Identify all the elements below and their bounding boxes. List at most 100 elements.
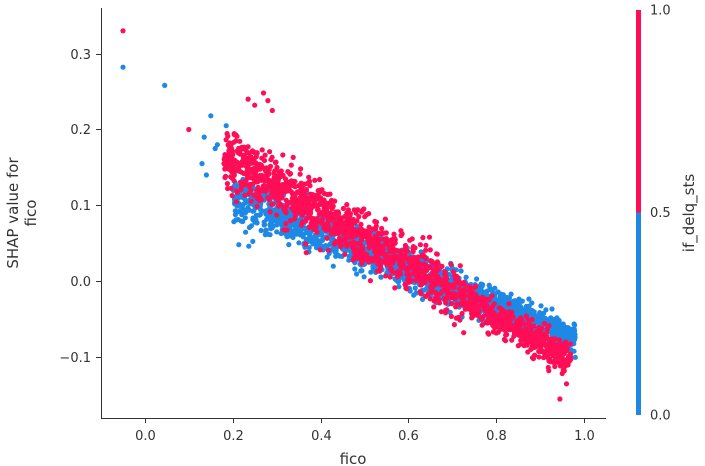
- data-point: [287, 218, 293, 224]
- data-point: [225, 185, 231, 192]
- data-point: [302, 192, 308, 198]
- data-point: [451, 322, 457, 328]
- data-point: [278, 173, 284, 179]
- data-point: [481, 313, 487, 319]
- data-point: [226, 148, 232, 154]
- data-point: [271, 207, 277, 213]
- data-point: [227, 161, 233, 167]
- data-point: [542, 315, 548, 321]
- data-point: [310, 241, 316, 247]
- data-point: [421, 271, 427, 277]
- data-point: [358, 227, 364, 233]
- data-point: [270, 201, 276, 207]
- data-point: [402, 253, 408, 259]
- data-point: [246, 190, 252, 196]
- colorbar-tick-label: 0.0: [650, 409, 671, 424]
- data-point: [352, 232, 358, 238]
- data-point: [444, 307, 450, 313]
- data-point: [539, 340, 545, 347]
- data-point: [247, 166, 253, 172]
- data-point: [536, 329, 542, 335]
- data-point: [273, 173, 279, 179]
- data-point: [495, 289, 501, 295]
- data-point: [199, 161, 205, 167]
- data-point: [568, 341, 574, 347]
- data-point: [298, 198, 304, 204]
- data-point: [325, 213, 331, 219]
- y-axis-title-line-2: fico: [22, 200, 40, 227]
- data-point: [321, 191, 327, 197]
- data-point: [458, 289, 464, 295]
- data-point: [352, 219, 358, 225]
- data-point: [450, 290, 456, 296]
- data-point: [462, 293, 468, 299]
- data-point: [294, 189, 301, 195]
- data-point: [468, 298, 474, 304]
- data-point: [284, 201, 290, 207]
- data-point: [532, 336, 538, 342]
- data-point: [551, 332, 557, 338]
- data-point: [286, 242, 292, 248]
- data-point: [348, 219, 354, 225]
- data-point: [434, 294, 440, 300]
- data-point: [559, 324, 565, 330]
- data-point: [270, 193, 276, 199]
- data-point: [413, 277, 419, 284]
- data-point: [296, 240, 302, 246]
- data-point: [265, 98, 271, 104]
- data-point: [277, 191, 283, 197]
- data-point: [257, 211, 263, 218]
- data-point: [417, 242, 423, 248]
- data-point: [540, 348, 546, 354]
- data-point: [357, 241, 363, 247]
- data-point: [223, 137, 229, 143]
- data-point: [363, 212, 370, 218]
- data-point: [368, 269, 374, 275]
- data-point: [269, 107, 275, 114]
- x-tick-label: 0.0: [135, 429, 156, 444]
- data-point: [359, 235, 365, 241]
- colorbar-tick-label: 0.5: [650, 206, 671, 221]
- data-point: [338, 215, 345, 222]
- data-point: [466, 302, 472, 308]
- data-point: [294, 231, 300, 237]
- data-point: [338, 243, 344, 249]
- data-point: [298, 232, 304, 238]
- data-point: [492, 285, 498, 291]
- data-point: [383, 273, 389, 279]
- data-point: [402, 264, 408, 271]
- data-point: [236, 168, 242, 174]
- data-point: [312, 177, 318, 183]
- data-point: [454, 301, 460, 307]
- data-point: [543, 307, 549, 313]
- data-point: [434, 251, 440, 257]
- data-point: [232, 208, 238, 214]
- data-point: [231, 139, 237, 145]
- x-axis-ticks: 0.0 0.2 0.4 0.6 0.8 1.0: [135, 418, 595, 444]
- data-point: [303, 250, 309, 256]
- data-point: [299, 205, 305, 211]
- data-point: [351, 239, 357, 246]
- data-point: [257, 194, 263, 200]
- data-point: [536, 354, 542, 360]
- data-point: [557, 396, 563, 402]
- data-point: [292, 212, 298, 219]
- data-point: [557, 330, 563, 336]
- data-point: [549, 306, 555, 312]
- data-point: [566, 353, 572, 359]
- data-point: [448, 301, 455, 307]
- data-point: [352, 266, 358, 272]
- data-point: [303, 230, 309, 236]
- data-point: [344, 202, 350, 208]
- data-point: [569, 334, 575, 340]
- data-point: [335, 226, 341, 232]
- data-point: [303, 218, 309, 224]
- data-point: [427, 296, 433, 302]
- data-point: [487, 285, 493, 291]
- data-point: [265, 195, 271, 201]
- data-point: [201, 134, 207, 140]
- data-point: [224, 181, 230, 187]
- data-point: [450, 284, 456, 291]
- data-point: [312, 198, 318, 204]
- data-point: [223, 163, 229, 169]
